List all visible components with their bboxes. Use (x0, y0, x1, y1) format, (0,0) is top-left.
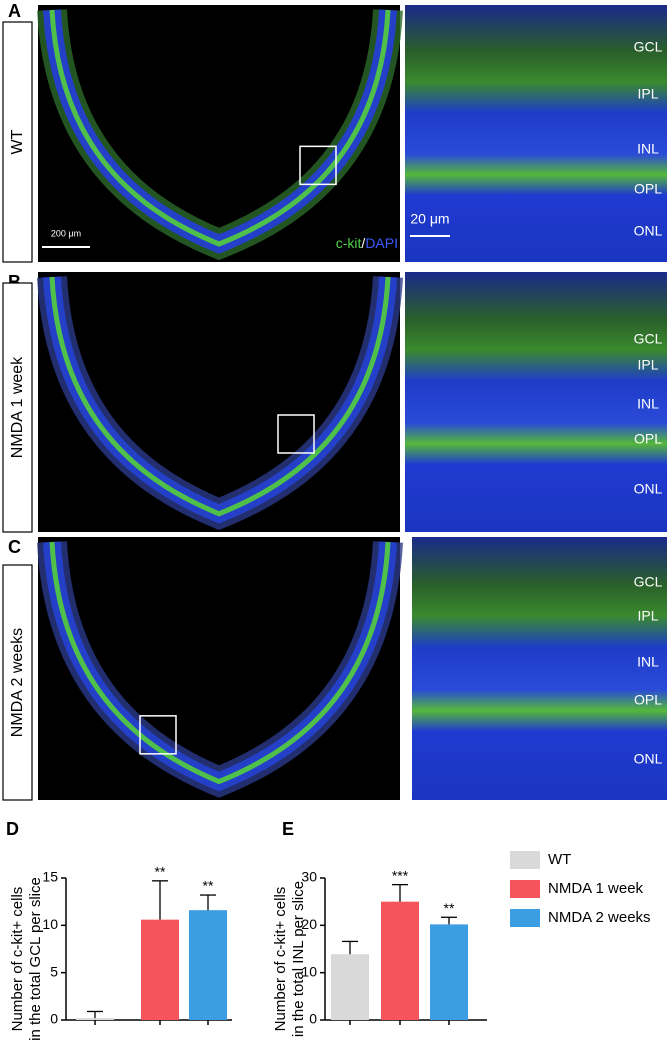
y-axis-label: in the total INL per slice (290, 881, 307, 1037)
legend-swatch (510, 851, 540, 869)
scale-label: 20 μm (410, 211, 449, 227)
legend-swatch (510, 880, 540, 898)
layer-label: ONL (634, 481, 663, 497)
stain-label: c-kit/DAPI (336, 235, 398, 251)
panel-letter: A (8, 1, 21, 21)
bar (76, 1018, 114, 1020)
legend-label: NMDA 2 weeks (548, 909, 651, 926)
bar (331, 954, 369, 1020)
stain-part: / (361, 235, 365, 251)
panel-label: NMDA 1 week (9, 356, 26, 458)
y-tick-label: 10 (42, 916, 58, 932)
y-tick-label: 30 (301, 869, 317, 885)
scale-label: 200 μm (51, 228, 81, 238)
panel-letter: D (6, 819, 19, 839)
layer-label: ONL (634, 751, 663, 767)
layer-label: IPL (637, 608, 658, 624)
legend-label: WT (548, 851, 571, 868)
legend-label: NMDA 1 week (548, 880, 644, 897)
layer-label: OPL (634, 181, 662, 197)
significance: ** (155, 864, 166, 880)
zoom-image (405, 272, 667, 532)
y-axis-label: Number of c-kit+ cells (9, 887, 26, 1032)
y-tick-label: 20 (301, 916, 317, 932)
bar (381, 901, 419, 1020)
layer-label: OPL (634, 692, 662, 708)
layer-label: INL (637, 396, 659, 412)
layer-label: IPL (637, 86, 658, 102)
y-tick-label: 0 (50, 1011, 58, 1027)
label-box (2, 282, 33, 533)
panel-letter: C (8, 537, 21, 557)
stain-part: DAPI (365, 235, 398, 251)
y-axis-label: in the total GCL per slice (27, 877, 44, 1041)
inset-box (277, 414, 315, 454)
layer-label: INL (637, 141, 659, 157)
significance: *** (392, 867, 409, 883)
zoom-image (405, 5, 667, 262)
layer-label: GCL (634, 331, 663, 347)
zoom-image (412, 537, 667, 800)
retina-inner (49, 541, 391, 785)
layer-label: GCL (634, 574, 663, 590)
significance: ** (203, 878, 214, 894)
stain-part: c-kit (336, 235, 362, 251)
bar (430, 924, 468, 1020)
y-axis-label: Number of c-kit+ cells (272, 887, 289, 1032)
significance: ** (444, 900, 455, 916)
inset-box (299, 145, 337, 186)
legend-swatch (510, 909, 540, 927)
retina-inner (49, 276, 391, 517)
panel-letter: E (282, 819, 294, 839)
y-tick-label: 15 (42, 869, 58, 885)
bar (141, 919, 179, 1020)
label-box (2, 21, 33, 263)
y-tick-label: 0 (309, 1011, 317, 1027)
retina-inner (49, 9, 391, 247)
inset-box (139, 715, 177, 755)
y-tick-label: 10 (301, 963, 317, 979)
panel-label: WT (9, 129, 26, 154)
bar (189, 910, 227, 1020)
panel-label: NMDA 2 weeks (9, 628, 26, 737)
layer-label: ONL (634, 223, 663, 239)
label-box (2, 564, 33, 801)
layer-label: GCL (634, 39, 663, 55)
y-tick-label: 5 (50, 963, 58, 979)
layer-label: INL (637, 654, 659, 670)
layer-label: IPL (637, 357, 658, 373)
layer-label: OPL (634, 431, 662, 447)
